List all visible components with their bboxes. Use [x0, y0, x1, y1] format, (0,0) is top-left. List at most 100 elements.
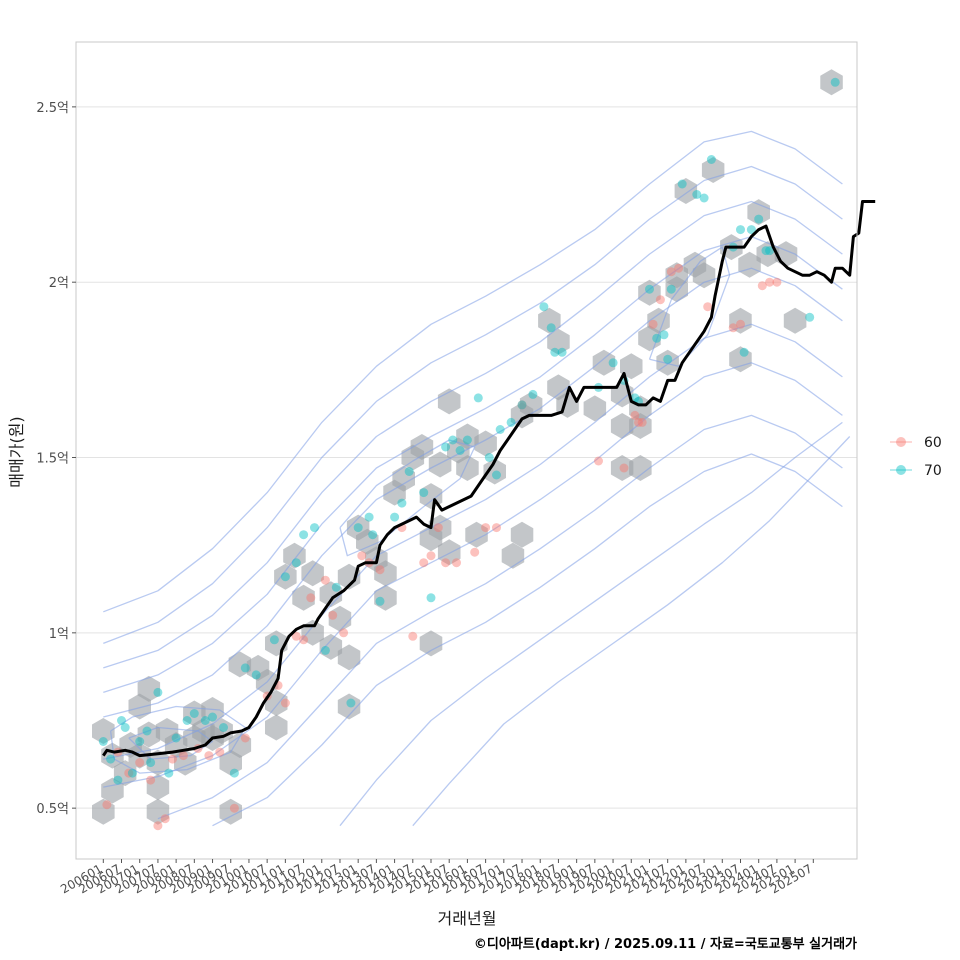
data-point-70: [153, 687, 163, 697]
data-point-70: [127, 768, 137, 778]
data-point-60: [630, 410, 640, 420]
data-point-70: [455, 446, 465, 455]
data-point-70: [462, 435, 472, 445]
data-point-70: [677, 179, 687, 189]
data-point-70: [546, 323, 556, 333]
hexbin-cell: [820, 69, 843, 96]
hexbin-cell: [219, 798, 242, 825]
hexbin-cell: [146, 798, 170, 825]
data-point-60: [772, 277, 782, 287]
hexbin-cell: [729, 307, 752, 334]
data-point-60: [299, 635, 309, 645]
data-point-70: [200, 716, 210, 725]
hexbin-cell: [92, 798, 115, 825]
contour-line: [103, 323, 843, 760]
data-point-60: [426, 551, 436, 561]
data-point-70: [164, 768, 174, 778]
legend-item-70[interactable]: 70: [890, 463, 942, 479]
data-point-60: [339, 628, 349, 638]
hexbin-cell: [137, 721, 161, 748]
hexbin-cell: [228, 651, 252, 678]
data-point-70: [659, 330, 669, 340]
legend-label-60: 60: [924, 435, 942, 451]
hexbin-cell: [437, 539, 461, 566]
contour-line: [103, 200, 843, 669]
panel-frame: [75, 41, 858, 860]
data-point-70: [426, 593, 436, 603]
hexbin-cell: [274, 563, 297, 590]
data-point-60: [178, 751, 188, 761]
data-point-60: [328, 610, 338, 620]
hexbin-cell: [265, 690, 288, 716]
contour-line: [412, 436, 851, 827]
data-point-60: [280, 698, 290, 708]
y-tick-label: 0.5억: [36, 802, 69, 817]
data-point-70: [390, 512, 400, 522]
hexbin-cell: [620, 353, 643, 380]
legend: 60 70: [890, 435, 942, 479]
data-point-70: [484, 453, 494, 462]
data-point-70: [739, 347, 749, 357]
contour-line: [212, 453, 843, 827]
contour-line: [339, 439, 476, 557]
data-point-60: [470, 547, 480, 557]
data-point-60: [655, 295, 665, 305]
hexbin-cell: [374, 560, 397, 587]
data-point-60: [492, 523, 501, 533]
contour-line: [339, 421, 843, 827]
data-point-70: [736, 225, 745, 235]
hexbin-cell: [465, 521, 488, 548]
data-point-70: [171, 733, 181, 743]
hexbin-cell: [510, 521, 534, 548]
data-point-60: [146, 775, 156, 785]
contour-line: [103, 235, 843, 694]
hexbin-cell: [319, 581, 343, 608]
data-point-70: [320, 645, 330, 655]
legend-item-60[interactable]: 60: [890, 435, 942, 451]
data-point-70: [375, 596, 385, 606]
hexbin-cell: [374, 584, 397, 611]
trend-line: [102, 200, 876, 758]
hexbin-cell: [629, 413, 652, 439]
data-point-70: [805, 312, 815, 322]
contour-line: [103, 267, 843, 718]
y-tick-label: 1.5억: [36, 452, 69, 467]
hexbin-cell: [301, 560, 324, 587]
hexbin-cell: [647, 307, 670, 334]
hexbin-cell: [665, 262, 688, 289]
data-point-60: [736, 319, 745, 329]
plot-border: [75, 41, 858, 860]
data-point-70: [291, 558, 301, 568]
hexbin-cell: [656, 349, 679, 376]
data-point-70: [98, 737, 108, 746]
data-point-70: [208, 712, 217, 722]
data-point-60: [135, 758, 145, 768]
data-point-60: [648, 319, 658, 329]
hexbin-cell: [219, 749, 242, 776]
data-point-70: [182, 716, 192, 725]
data-point-60: [124, 768, 134, 778]
hexbin-cell: [228, 732, 252, 758]
contour-line: [157, 414, 843, 820]
data-point-70: [506, 417, 516, 427]
legend-label-70: 70: [924, 463, 942, 479]
data-point-60: [102, 800, 112, 810]
contour-line: [103, 165, 843, 645]
data-point-60: [408, 631, 418, 641]
data-point-70: [495, 425, 505, 434]
data-point-70: [310, 523, 319, 533]
contour-line: [109, 705, 246, 774]
hexbin-cell: [146, 749, 170, 776]
y-axis-ticks: 0.5억 1억 1.5억 2억 2.5억: [36, 101, 76, 817]
scatter-points: [98, 77, 840, 831]
hexbin-cell: [729, 346, 752, 373]
hexbin-cell: [337, 693, 361, 720]
data-point-70: [652, 333, 662, 343]
data-point-60: [634, 417, 643, 427]
data-point-70: [706, 155, 716, 164]
legend-key-70: [896, 465, 906, 475]
data-point-70: [608, 358, 618, 368]
data-point-60: [168, 754, 177, 764]
hexbin-cell: [410, 434, 434, 460]
data-point-60: [728, 323, 738, 333]
